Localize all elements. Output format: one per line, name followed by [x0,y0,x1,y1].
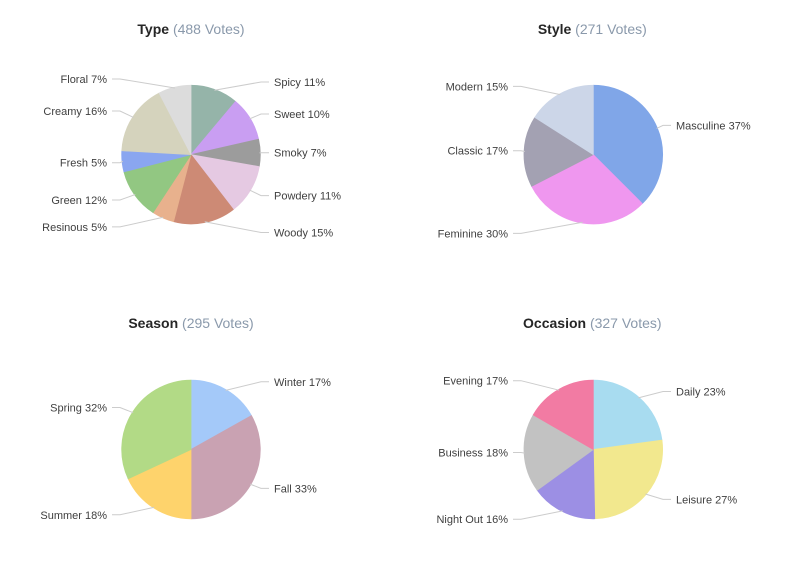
svg-text:Classic 17%: Classic 17% [447,146,508,158]
svg-text:Business 18%: Business 18% [438,448,508,460]
svg-text:Summer 18%: Summer 18% [40,510,107,522]
svg-text:Fresh 5%: Fresh 5% [60,158,107,170]
svg-text:Woody 15%: Woody 15% [274,228,333,240]
svg-text:Smoky 7%: Smoky 7% [274,148,327,160]
svg-text:Powdery 11%: Powdery 11% [274,191,341,203]
svg-text:Sweet 10%: Sweet 10% [274,109,330,121]
svg-text:Fall 33%: Fall 33% [274,483,317,495]
svg-text:Season (295 Votes): Season (295 Votes) [128,315,253,331]
svg-text:Feminine 30%: Feminine 30% [438,228,509,240]
svg-text:Daily 23%: Daily 23% [676,387,726,399]
svg-text:Winter 17%: Winter 17% [274,377,331,389]
svg-text:Resinous 5%: Resinous 5% [42,222,107,234]
svg-text:Type (488 Votes): Type (488 Votes) [137,21,244,37]
svg-text:Creamy 16%: Creamy 16% [43,106,107,118]
svg-text:Style (271 Votes): Style (271 Votes) [538,21,647,37]
svg-text:Green 12%: Green 12% [51,195,107,207]
svg-text:Floral 7%: Floral 7% [61,74,108,86]
svg-text:Leisure 27%: Leisure 27% [676,494,737,506]
svg-text:Evening 17%: Evening 17% [443,376,508,388]
svg-text:Masculine 37%: Masculine 37% [676,120,751,132]
svg-text:Spring 32%: Spring 32% [50,403,107,415]
svg-text:Modern 15%: Modern 15% [446,81,509,93]
svg-text:Occasion (327 Votes): Occasion (327 Votes) [523,315,662,331]
svg-text:Spicy 11%: Spicy 11% [274,77,325,89]
svg-text:Night Out 16%: Night Out 16% [436,514,508,526]
